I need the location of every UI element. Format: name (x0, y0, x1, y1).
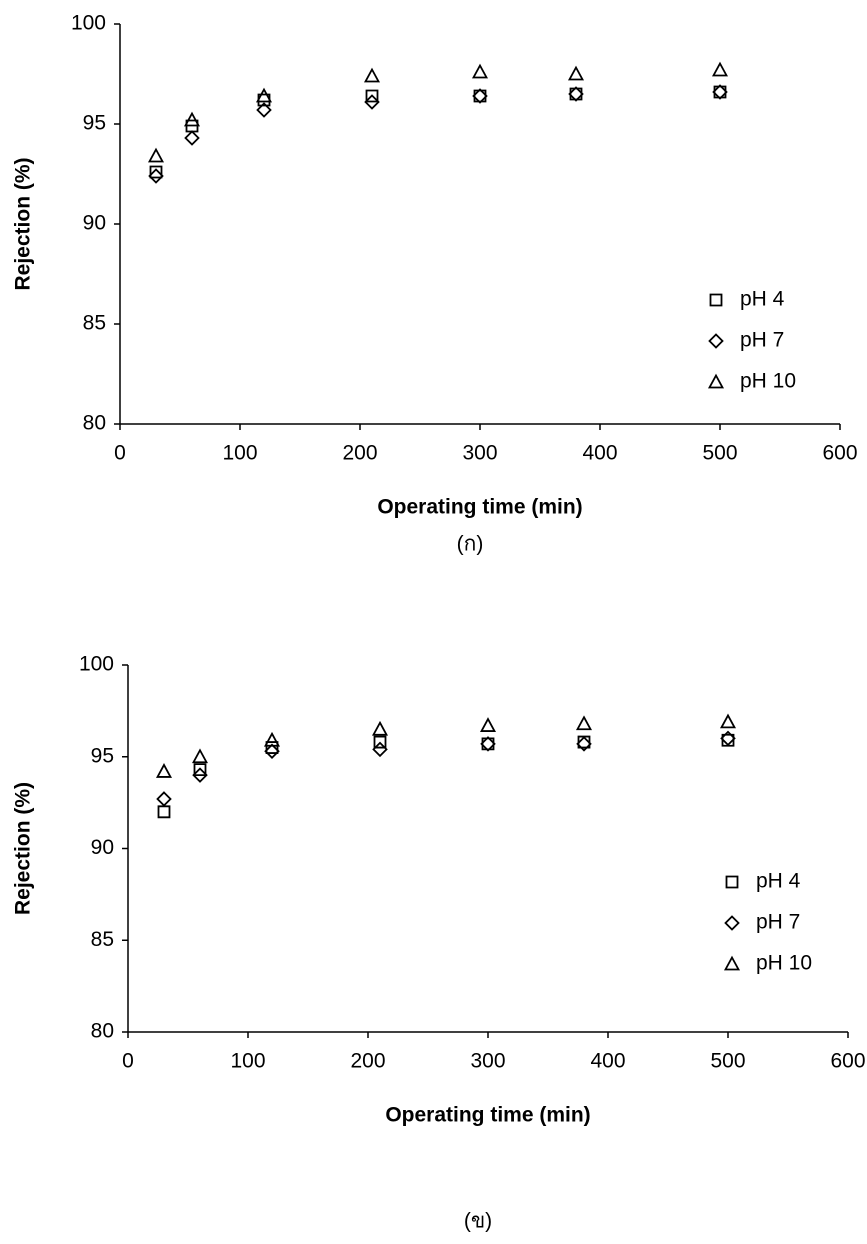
x-tick-label: 600 (830, 1050, 865, 1073)
y-tick-label: 85 (91, 928, 114, 951)
x-tick-label: 100 (222, 442, 257, 465)
y-tick-label: 90 (83, 212, 106, 235)
legend-marker (707, 373, 725, 389)
legend-label: pH 4 (756, 870, 801, 893)
x-tick-label: 500 (710, 1050, 745, 1073)
y-tick-label: 85 (83, 312, 106, 335)
y-axis-title: Rejection (%) (12, 782, 35, 915)
marker (719, 713, 737, 729)
caption: (ก) (457, 533, 484, 556)
marker (157, 805, 171, 819)
x-tick-label: 200 (342, 442, 377, 465)
x-tick-label: 400 (590, 1050, 625, 1073)
legend-label: pH 10 (756, 952, 812, 975)
caption: (ข) (464, 1210, 492, 1233)
legend-marker (725, 875, 739, 889)
marker (264, 743, 280, 760)
marker (372, 741, 388, 758)
marker (576, 736, 592, 752)
marker (155, 763, 173, 778)
marker (575, 715, 593, 731)
legend-marker (709, 293, 723, 307)
x-tick-label: 500 (702, 442, 737, 465)
x-tick-label: 400 (582, 442, 617, 465)
legend-label: pH 10 (740, 370, 796, 393)
x-tick-label: 0 (114, 442, 126, 465)
marker (263, 731, 281, 747)
marker (184, 130, 200, 146)
marker (568, 86, 584, 102)
marker (255, 87, 273, 103)
marker (185, 119, 199, 133)
legend-marker (708, 333, 724, 349)
marker (567, 65, 585, 81)
marker (148, 168, 164, 184)
y-axis-title: Rejection (%) (12, 157, 35, 290)
y-tick-label: 90 (91, 836, 114, 859)
x-tick-label: 300 (470, 1050, 505, 1073)
marker (371, 720, 389, 736)
marker (471, 63, 489, 79)
marker (479, 717, 497, 732)
y-tick-label: 95 (91, 744, 114, 767)
legend-label: pH 7 (740, 329, 784, 352)
x-tick-label: 200 (350, 1050, 385, 1073)
legend-marker (723, 955, 741, 971)
y-tick-label: 100 (71, 12, 106, 35)
y-tick-label: 80 (91, 1020, 114, 1043)
x-tick-label: 300 (462, 442, 497, 465)
marker (183, 111, 201, 127)
marker (149, 165, 163, 179)
marker (711, 61, 729, 77)
legend-marker (724, 915, 740, 931)
marker (256, 102, 272, 118)
y-tick-label: 100 (79, 653, 114, 676)
marker (472, 88, 488, 104)
legend-label: pH 4 (740, 288, 785, 311)
y-tick-label: 80 (83, 412, 106, 435)
x-axis-title: Operating time (min) (377, 496, 582, 519)
marker (364, 94, 380, 110)
marker (712, 84, 728, 100)
marker (720, 730, 736, 747)
marker (192, 767, 208, 783)
x-tick-label: 0 (122, 1050, 134, 1073)
y-tick-label: 95 (83, 112, 106, 135)
marker (191, 748, 209, 764)
x-tick-label: 100 (230, 1050, 265, 1073)
marker (363, 67, 381, 83)
x-axis-title: Operating time (min) (385, 1104, 590, 1127)
marker (156, 791, 172, 807)
marker (480, 736, 496, 752)
legend-label: pH 7 (756, 911, 800, 934)
marker (147, 147, 165, 163)
x-tick-label: 600 (822, 442, 857, 465)
